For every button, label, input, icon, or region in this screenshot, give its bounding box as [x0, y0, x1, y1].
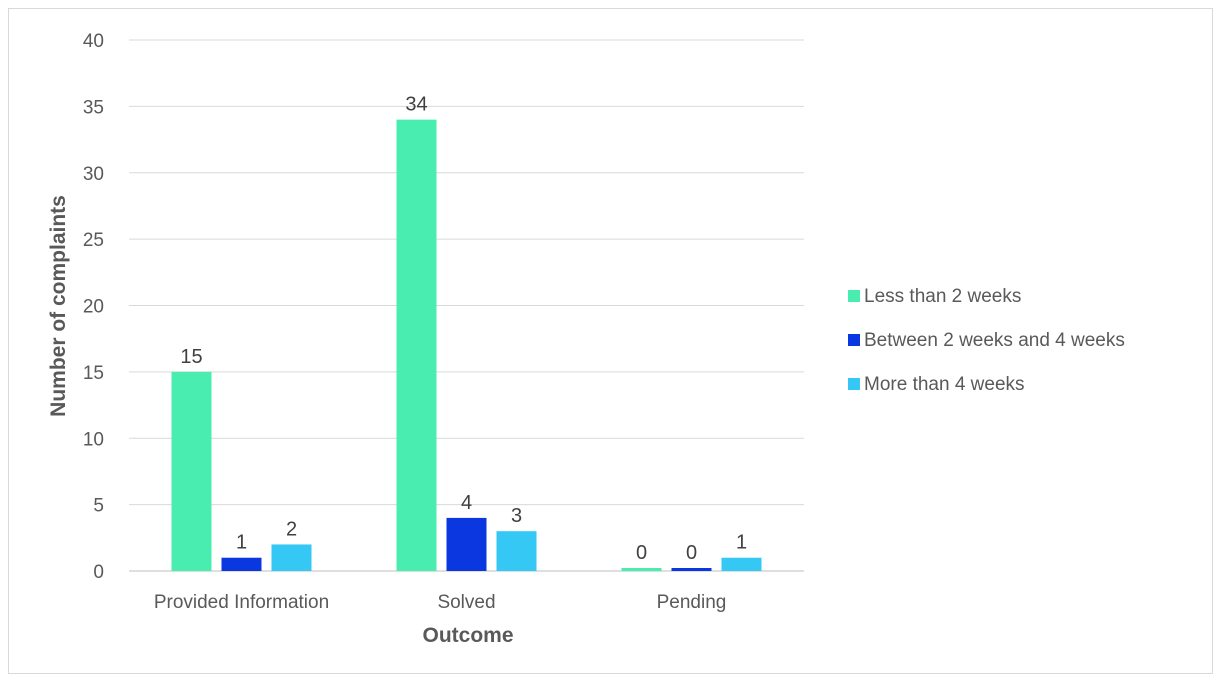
y-tick-label: 40 — [83, 31, 104, 52]
x-tick-label: Provided Information — [154, 592, 329, 613]
data-label: 0 — [686, 542, 697, 564]
data-label: 34 — [405, 94, 427, 116]
y-axis-title: Number of complaints — [47, 195, 70, 417]
bar — [171, 371, 212, 571]
y-tick-label: 5 — [93, 496, 104, 517]
y-tick-labels: 0 5 10 15 20 25 30 35 40 — [83, 31, 104, 583]
y-tick-label: 15 — [83, 363, 104, 384]
legend-label: Between 2 weeks and 4 weeks — [864, 330, 1125, 351]
bar — [721, 557, 762, 571]
y-tick-label: 25 — [83, 230, 104, 251]
legend-swatch — [848, 378, 860, 390]
data-label: 3 — [511, 505, 522, 527]
y-tick-label: 0 — [93, 562, 104, 583]
x-tick-label: Solved — [437, 592, 495, 613]
bar — [271, 544, 312, 571]
bar — [671, 568, 712, 571]
data-label: 15 — [180, 346, 202, 368]
x-axis-title: Outcome — [422, 624, 513, 647]
legend-swatch — [848, 334, 860, 346]
data-labels: 15 1 2 34 4 3 0 0 1 — [180, 94, 747, 564]
bar — [221, 557, 262, 571]
data-label: 2 — [286, 518, 297, 540]
bar — [396, 119, 437, 572]
bar — [496, 531, 537, 571]
legend-swatch — [848, 290, 860, 302]
bar — [621, 568, 662, 571]
data-label: 0 — [636, 542, 647, 564]
legend: Less than 2 weeks Between 2 weeks and 4 w… — [848, 286, 1125, 395]
x-tick-labels: Provided Information Solved Pending — [154, 592, 727, 613]
x-tick-label: Pending — [657, 592, 727, 613]
legend-label: More than 4 weeks — [864, 374, 1025, 395]
data-label: 4 — [461, 492, 472, 514]
bar — [446, 517, 487, 571]
legend-label: Less than 2 weeks — [864, 286, 1021, 307]
y-tick-label: 30 — [83, 164, 104, 185]
y-tick-label: 35 — [83, 97, 104, 118]
bars — [171, 119, 762, 572]
y-tick-label: 20 — [83, 297, 104, 318]
y-tick-label: 10 — [83, 429, 104, 450]
data-label: 1 — [236, 532, 247, 554]
data-label: 1 — [736, 532, 747, 554]
